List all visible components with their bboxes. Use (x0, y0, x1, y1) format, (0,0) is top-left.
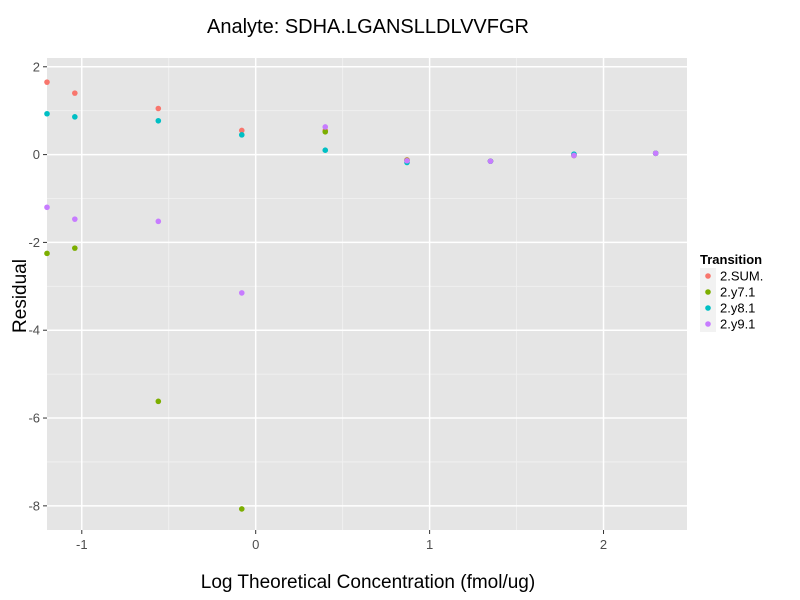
y-tick-label: -2 (28, 235, 40, 250)
major-gridlines (47, 58, 687, 530)
y-axis-title: Residual (10, 259, 31, 333)
legend-key-dot (705, 321, 711, 327)
data-point-series-3 (238, 132, 245, 138)
y-tick-label: 0 (33, 147, 40, 162)
data-point-series-4 (44, 204, 50, 211)
data-point-series-4 (155, 218, 162, 225)
data-point-series-4 (72, 216, 78, 222)
data-point-series-4 (322, 124, 329, 130)
data-point-series-4 (652, 150, 659, 157)
data-point-series-3 (72, 114, 78, 120)
data-point-series-4 (487, 158, 494, 164)
legend-label: 2.y7.1 (720, 285, 755, 300)
plot-panel (47, 58, 687, 530)
data-point-series-3 (155, 117, 162, 124)
data-point-series-2 (44, 250, 50, 257)
y-tick-label: 2 (33, 59, 40, 74)
y-tick-label: -4 (28, 323, 40, 338)
y-axis-ticks: -8 -6 -4 -2 0 2 (28, 59, 47, 513)
y-tick-label: -8 (28, 498, 40, 513)
data-points (44, 79, 659, 512)
y-tick-label: -6 (28, 411, 40, 426)
x-tick-label: 1 (426, 537, 433, 552)
x-tick-label: -1 (76, 537, 88, 552)
data-point-series-2 (72, 245, 78, 251)
legend-label: 2.y9.1 (720, 317, 755, 332)
x-axis-title: Log Theoretical Concentration (fmol/ug) (201, 572, 535, 593)
data-point-series-4 (571, 152, 577, 159)
chart-title: Analyte: SDHA.LGANSLLDLVVFGR (207, 16, 529, 38)
minor-gridlines (47, 58, 687, 530)
data-point-series-3 (322, 147, 329, 154)
data-point-series-2 (155, 398, 162, 405)
legend-label: 2.SUM. (720, 269, 763, 284)
data-point-series-1 (72, 90, 78, 96)
legend-key-dot (705, 289, 711, 295)
x-tick-label: 0 (252, 537, 259, 552)
legend-label: 2.y8.1 (720, 301, 755, 316)
data-point-series-3 (44, 110, 50, 117)
data-point-series-4 (404, 157, 410, 164)
legend-items: 2.SUM.2.y7.12.y8.12.y9.1 (700, 268, 763, 332)
data-point-series-2 (322, 128, 329, 135)
legend-key-dot (705, 305, 711, 311)
data-point-series-1 (238, 127, 245, 134)
data-point-series-1 (155, 105, 162, 112)
legend-key-dot (705, 273, 711, 279)
x-axis-ticks: -1 0 1 2 (76, 530, 607, 552)
data-point-series-1 (44, 79, 50, 85)
data-point-series-2 (238, 506, 245, 512)
x-tick-label: 2 (600, 537, 607, 552)
legend-title: Transition (700, 252, 762, 267)
data-point-series-4 (238, 290, 245, 296)
legend: Transition 2.SUM.2.y7.12.y8.12.y9.1 (700, 252, 763, 332)
